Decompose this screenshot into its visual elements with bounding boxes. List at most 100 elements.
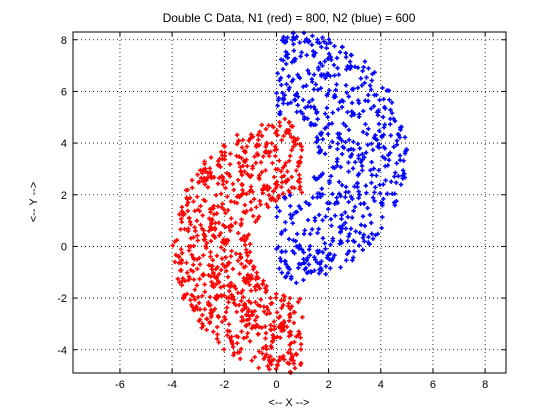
scatter-point-series-1 <box>387 150 393 156</box>
scatter-point-series-1 <box>343 139 348 145</box>
scatter-point-series-0 <box>209 279 214 285</box>
scatter-point-series-0 <box>243 277 249 282</box>
scatter-point-series-0 <box>262 324 268 329</box>
scatter-point-series-1 <box>352 184 357 189</box>
scatter-point-series-1 <box>298 262 304 267</box>
scatter-point-series-1 <box>357 146 362 151</box>
scatter-point-series-0 <box>287 119 292 125</box>
scatter-point-series-0 <box>277 123 283 129</box>
scatter-point-series-0 <box>263 126 269 132</box>
scatter-point-series-1 <box>287 193 293 198</box>
scatter-point-series-1 <box>292 251 297 256</box>
scatter-point-series-1 <box>394 180 399 185</box>
scatter-point-series-1 <box>355 180 360 186</box>
scatter-point-series-0 <box>200 167 206 172</box>
scatter-point-series-1 <box>364 131 370 137</box>
scatter-point-series-1 <box>331 62 337 68</box>
scatter-point-series-0 <box>195 233 200 238</box>
scatter-point-series-0 <box>259 122 264 128</box>
scatter-point-series-0 <box>293 138 298 143</box>
scatter-point-series-1 <box>402 151 408 156</box>
scatter-point-series-0 <box>226 299 231 305</box>
scatter-point-series-1 <box>285 101 291 106</box>
scatter-point-series-1 <box>308 231 313 237</box>
scatter-point-series-1 <box>328 54 333 60</box>
scatter-point-series-0 <box>239 181 244 187</box>
scatter-point-series-0 <box>238 356 243 361</box>
scatter-point-series-1 <box>392 191 397 196</box>
scatter-point-series-1 <box>314 110 319 116</box>
scatter-point-series-0 <box>218 164 223 170</box>
scatter-point-series-0 <box>196 294 201 300</box>
scatter-point-series-0 <box>264 346 269 352</box>
scatter-point-series-0 <box>264 311 269 317</box>
scatter-point-series-0 <box>264 185 270 191</box>
scatter-point-series-1 <box>377 142 382 147</box>
plot-frame <box>72 31 507 374</box>
scatter-point-series-0 <box>289 134 294 140</box>
scatter-point-series-0 <box>294 168 299 173</box>
scatter-point-series-0 <box>180 251 185 256</box>
scatter-point-series-1 <box>360 214 366 219</box>
scatter-point-series-0 <box>286 334 292 339</box>
scatter-point-series-1 <box>374 173 379 178</box>
scatter-point-series-1 <box>333 94 338 100</box>
scatter-point-series-1 <box>309 42 315 47</box>
scatter-point-series-1 <box>320 137 326 142</box>
scatter-point-series-0 <box>194 304 199 309</box>
scatter-point-series-1 <box>358 76 364 81</box>
scatter-point-series-0 <box>212 225 218 231</box>
scatter-point-series-0 <box>212 235 217 240</box>
scatter-point-series-0 <box>202 161 207 166</box>
scatter-point-series-1 <box>298 206 304 212</box>
scatter-point-series-0 <box>260 351 265 356</box>
scatter-point-series-0 <box>192 225 197 230</box>
scatter-point-series-1 <box>320 218 325 223</box>
scatter-point-series-1 <box>382 156 388 161</box>
scatter-point-series-0 <box>232 200 237 205</box>
scatter-point-series-0 <box>195 207 201 212</box>
scatter-point-series-0 <box>216 220 222 225</box>
scatter-point-series-0 <box>192 307 198 312</box>
scatter-point-series-0 <box>235 258 241 263</box>
scatter-point-series-1 <box>298 109 303 114</box>
scatter-point-series-0 <box>278 169 284 174</box>
scatter-point-series-0 <box>288 347 293 352</box>
scatter-point-series-0 <box>276 193 282 198</box>
scatter-point-series-0 <box>190 304 195 310</box>
scatter-point-series-1 <box>371 104 377 109</box>
scatter-point-series-1 <box>397 153 403 158</box>
scatter-point-series-0 <box>270 160 275 166</box>
scatter-point-series-1 <box>368 87 374 92</box>
scatter-point-series-1 <box>344 258 349 263</box>
scatter-point-series-1 <box>315 260 320 265</box>
scatter-point-series-0 <box>223 185 228 191</box>
scatter-point-series-0 <box>241 318 247 323</box>
scatter-point-series-1 <box>287 267 292 272</box>
x-tick-label: 6 <box>430 379 436 391</box>
scatter-point-series-0 <box>262 149 268 155</box>
scatter-point-series-1 <box>362 223 368 229</box>
scatter-point-series-0 <box>273 185 279 191</box>
scatter-point-series-1 <box>286 236 292 242</box>
scatter-point-series-1 <box>299 50 304 55</box>
scatter-point-series-1 <box>274 205 280 210</box>
scatter-point-series-0 <box>261 154 266 159</box>
scatter-point-series-1 <box>288 100 294 105</box>
scatter-point-series-1 <box>336 179 342 185</box>
scatter-point-series-1 <box>360 129 366 135</box>
scatter-point-series-1 <box>356 114 362 120</box>
scatter-point-series-1 <box>313 82 319 87</box>
scatter-point-series-1 <box>383 164 388 169</box>
scatter-point-series-1 <box>367 212 373 218</box>
scatter-point-series-0 <box>240 163 246 169</box>
scatter-point-series-1 <box>299 247 305 252</box>
x-tick-label: -6 <box>115 379 125 391</box>
scatter-point-series-1 <box>293 56 298 62</box>
scatter-point-series-0 <box>282 163 287 169</box>
scatter-point-series-1 <box>394 198 399 204</box>
scatter-point-series-1 <box>385 163 391 168</box>
scatter-point-series-0 <box>215 324 220 330</box>
scatter-point-series-1 <box>278 75 284 81</box>
scatter-point-series-0 <box>248 258 253 264</box>
